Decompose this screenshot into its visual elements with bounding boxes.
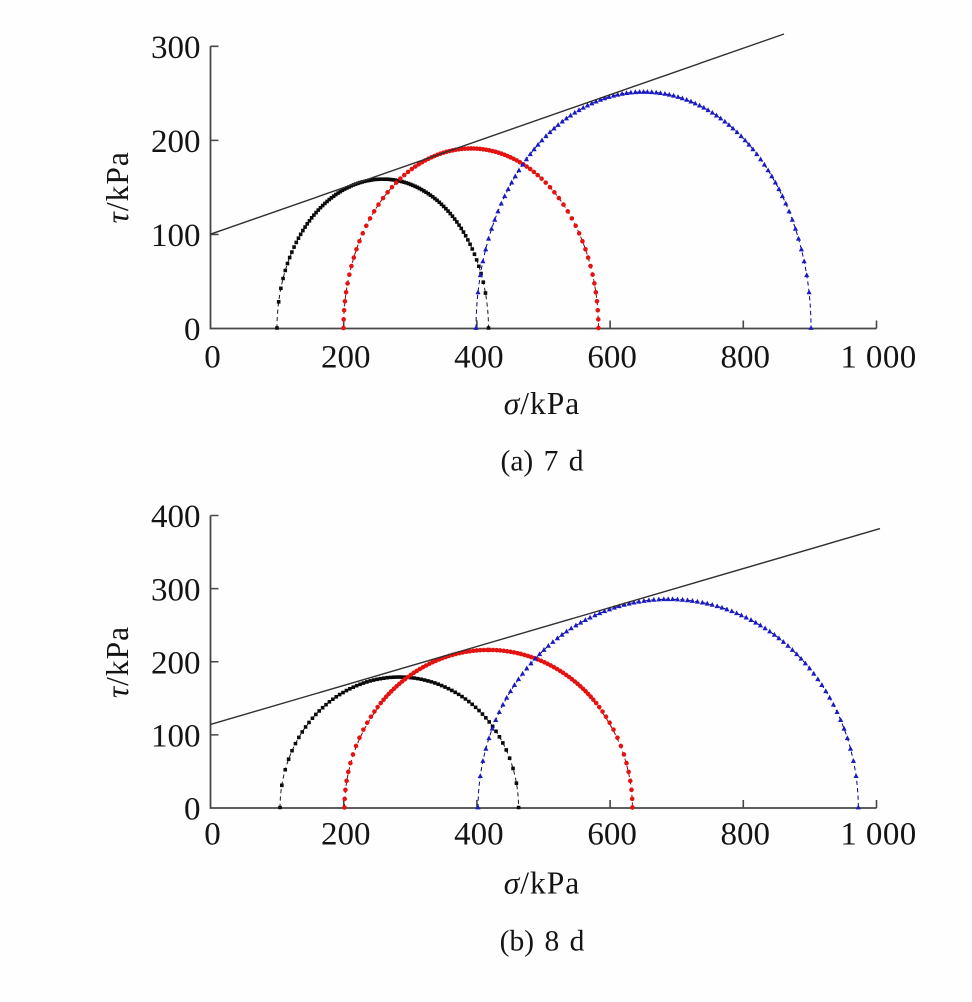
svg-text:200: 200 xyxy=(321,340,371,376)
svg-text:800: 800 xyxy=(721,340,771,376)
svg-text:0: 0 xyxy=(204,817,221,853)
svg-text:0: 0 xyxy=(184,792,201,828)
svg-text:100: 100 xyxy=(151,719,201,755)
svg-text:τ/kPa: τ/kPa xyxy=(100,151,135,223)
svg-text:(b) 8 d: (b) 8 d xyxy=(500,926,585,958)
svg-text:600: 600 xyxy=(587,817,637,853)
svg-text:100: 100 xyxy=(151,218,201,254)
svg-text:(a) 7 d: (a) 7 d xyxy=(501,446,584,478)
svg-text:300: 300 xyxy=(151,572,201,608)
svg-text:σ/kPa: σ/kPa xyxy=(504,386,581,421)
svg-text:0: 0 xyxy=(204,340,221,376)
svg-text:1 000: 1 000 xyxy=(840,340,916,376)
svg-text:σ/kPa: σ/kPa xyxy=(504,866,581,901)
svg-text:400: 400 xyxy=(151,499,201,535)
svg-text:300: 300 xyxy=(151,30,201,66)
svg-text:200: 200 xyxy=(151,645,201,681)
svg-text:200: 200 xyxy=(321,817,371,853)
svg-text:200: 200 xyxy=(151,124,201,160)
svg-text:τ/kPa: τ/kPa xyxy=(100,626,135,698)
svg-text:800: 800 xyxy=(721,817,771,853)
svg-text:400: 400 xyxy=(454,817,504,853)
svg-text:400: 400 xyxy=(454,340,504,376)
svg-text:600: 600 xyxy=(587,340,637,376)
svg-text:0: 0 xyxy=(184,312,201,348)
svg-text:1 000: 1 000 xyxy=(840,817,916,853)
